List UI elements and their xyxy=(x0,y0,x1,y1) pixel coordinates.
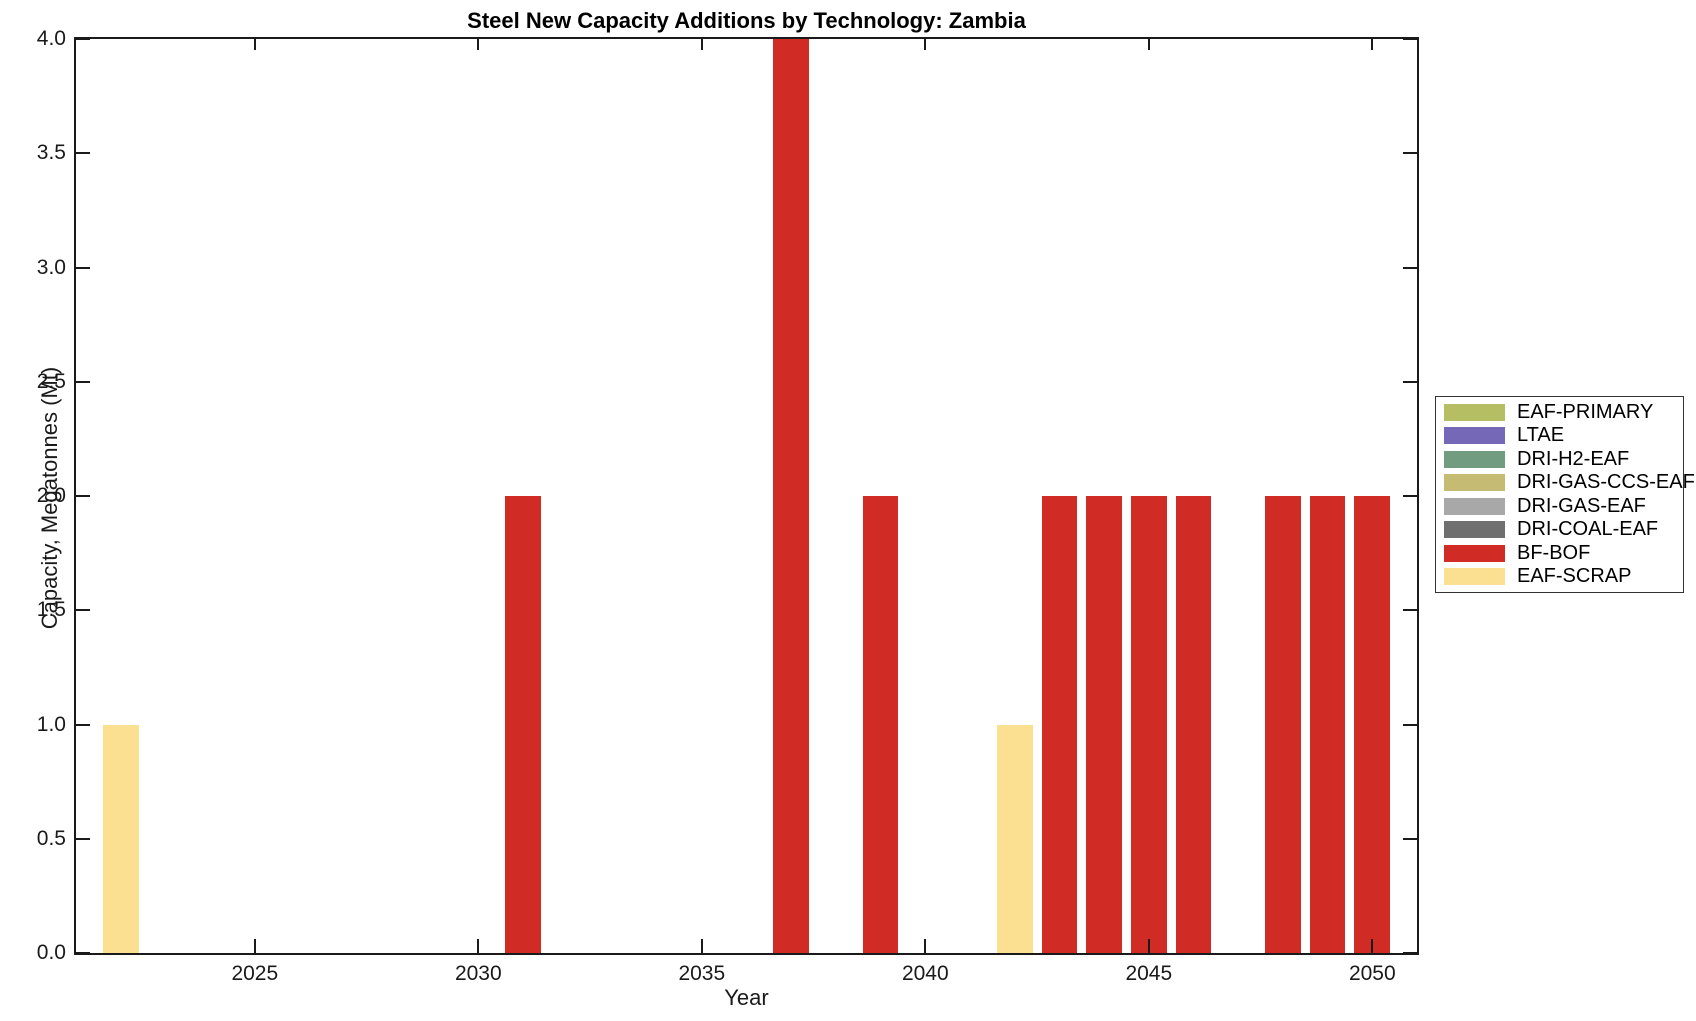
x-tick-label: 2040 xyxy=(901,962,949,985)
legend-item-dri-h2-eaf: DRI-H2-EAF xyxy=(1436,448,1683,470)
x-axis-label: Year xyxy=(724,985,769,1010)
y-tick-label: 2.5 xyxy=(36,369,66,393)
y-tick-left xyxy=(76,38,90,40)
y-tick-left xyxy=(76,495,90,497)
bar-2031-bf-bof xyxy=(505,496,541,953)
bar-2045-bf-bof xyxy=(1130,496,1167,953)
y-tick-right xyxy=(1403,609,1417,612)
x-tick-bottom xyxy=(924,939,927,953)
y-tick-label: 4.0 xyxy=(36,27,66,50)
legend-swatch xyxy=(1444,568,1505,585)
bar-2037-bf-bof xyxy=(773,39,810,953)
x-tick-top xyxy=(924,39,927,50)
legend-item-eaf-primary: EAF-PRIMARY xyxy=(1436,401,1683,423)
legend-label: EAF-PRIMARY xyxy=(1517,400,1654,423)
bar-2050-bf-bof xyxy=(1354,496,1391,953)
y-tick-label: 1.5 xyxy=(36,598,66,622)
legend: EAF-PRIMARY LTAE DRI-H2-EAF DRI-GAS-CCS-EAF… xyxy=(1435,396,1695,593)
legend-swatch xyxy=(1444,497,1505,515)
x-tick-top xyxy=(1147,39,1150,50)
legend-label: EAF-SCRAP xyxy=(1517,565,1632,587)
x-tick-top xyxy=(700,39,703,50)
x-tick-bottom xyxy=(1147,939,1150,953)
legend-swatch xyxy=(1444,544,1505,562)
legend-item-dri-coal-eaf: DRI-COAL-EAF xyxy=(1436,518,1683,541)
y-tick-right xyxy=(1403,837,1417,840)
y-tick-label: 1.0 xyxy=(36,712,66,736)
y-tick-left xyxy=(76,380,90,383)
x-tick-label: 2045 xyxy=(1125,962,1173,985)
y-tick-label: 0.5 xyxy=(36,826,66,850)
y-tick-left xyxy=(76,723,90,726)
bar-2039-bf-bof xyxy=(862,496,899,953)
y-tick-right xyxy=(1403,152,1417,155)
y-tick-right xyxy=(1403,38,1417,40)
legend-label: LTAE xyxy=(1517,424,1565,447)
x-tick-bottom xyxy=(253,939,256,953)
legend-label: DRI-H2-EAF xyxy=(1517,447,1630,470)
legend-item-dri-gas-ccs-eaf: DRI-GAS-CCS-EAF xyxy=(1436,471,1695,494)
x-tick-bottom xyxy=(700,939,703,953)
y-tick-label: 2.0 xyxy=(36,484,66,507)
y-tick-right xyxy=(1403,380,1417,383)
x-tick-label: 2050 xyxy=(1348,962,1396,985)
y-tick-right xyxy=(1403,266,1417,269)
x-tick-bottom xyxy=(477,939,480,953)
y-tick-right xyxy=(1403,723,1417,726)
bar-2043-bf-bof xyxy=(1041,496,1078,953)
bar-2022-eaf-scrap xyxy=(102,724,139,953)
x-tick-label: 2035 xyxy=(678,962,726,985)
bar-2042-eaf-scrap xyxy=(996,724,1033,953)
y-tick-left xyxy=(76,837,90,840)
legend-item-dri-gas-eaf: DRI-GAS-EAF xyxy=(1436,495,1683,517)
chart-title: Steel New Capacity Additions by Technolo… xyxy=(467,8,1026,33)
legend-swatch xyxy=(1444,450,1505,468)
y-tick-left xyxy=(76,152,90,155)
legend-swatch xyxy=(1444,474,1505,492)
legend-label: DRI-COAL-EAF xyxy=(1517,518,1659,541)
y-tick-right xyxy=(1403,952,1417,954)
legend-item-bf-bof: BF-BOF xyxy=(1436,542,1683,564)
legend-item-eaf-scrap: EAF-SCRAP xyxy=(1436,565,1683,588)
bar-2044-bf-bof xyxy=(1086,496,1122,953)
bar-2046-bf-bof xyxy=(1175,496,1212,953)
legend-swatch xyxy=(1444,403,1505,421)
legend-item-ltae: LTAE xyxy=(1436,424,1683,447)
x-tick-label: 2030 xyxy=(454,962,502,985)
y-tick-left xyxy=(76,952,90,954)
plot-area xyxy=(74,37,1419,955)
y-tick-left xyxy=(76,609,90,612)
y-tick-label: 0.0 xyxy=(36,941,66,964)
legend-label: DRI-GAS-CCS-EAF xyxy=(1517,471,1695,494)
x-tick-top xyxy=(253,39,256,50)
y-tick-label: 3.5 xyxy=(36,141,66,165)
bar-2049-bf-bof xyxy=(1309,496,1346,953)
bar-2048-bf-bof xyxy=(1265,496,1301,953)
y-tick-right xyxy=(1403,495,1417,497)
y-tick-label: 3.0 xyxy=(36,255,66,279)
x-tick-bottom xyxy=(1371,939,1374,953)
legend-swatch xyxy=(1444,427,1505,445)
x-tick-label: 2025 xyxy=(231,962,279,985)
x-tick-top xyxy=(477,39,480,50)
x-tick-top xyxy=(1371,39,1374,50)
legend-swatch xyxy=(1444,521,1505,539)
legend-label: DRI-GAS-EAF xyxy=(1517,494,1646,517)
y-tick-left xyxy=(76,266,90,269)
legend-label: BF-BOF xyxy=(1517,541,1591,564)
